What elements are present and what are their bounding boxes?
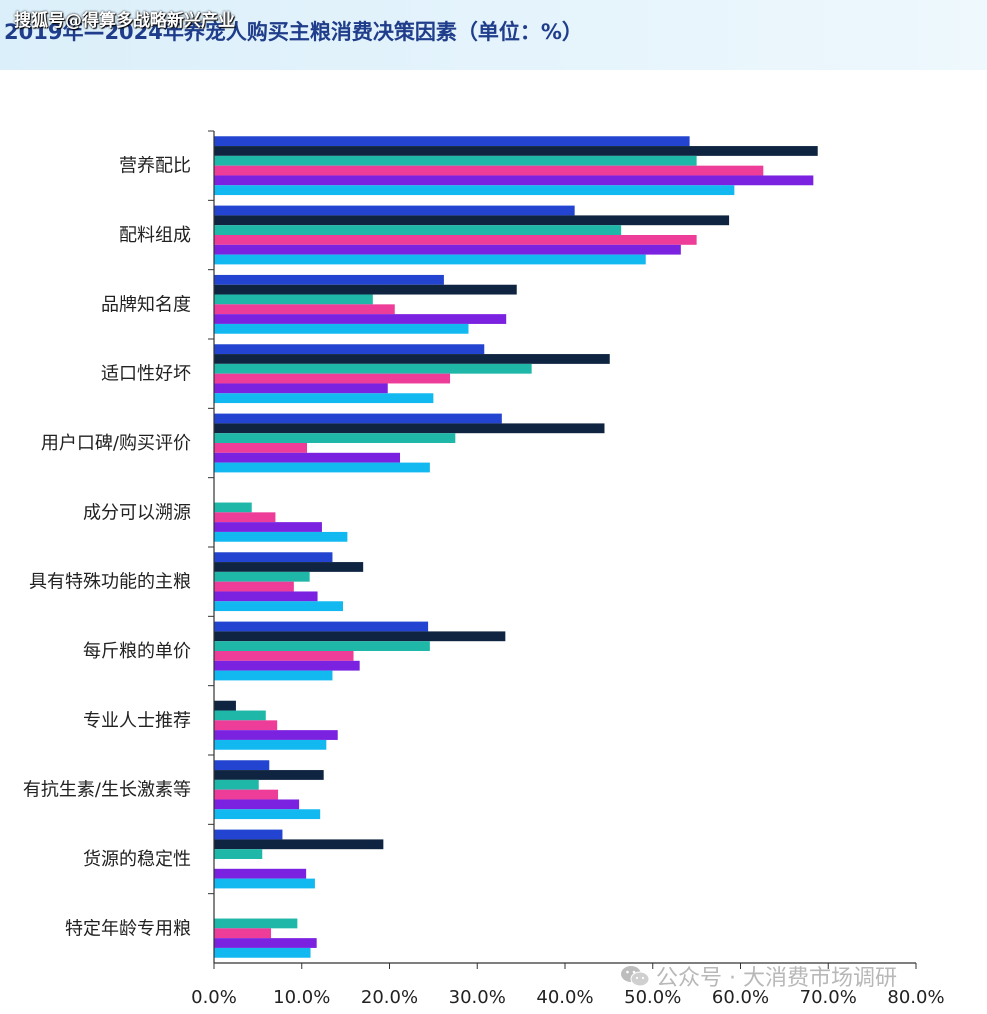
bar <box>214 641 430 651</box>
bar <box>214 720 278 731</box>
bar <box>214 363 532 374</box>
bar <box>214 244 681 255</box>
bar <box>214 383 388 394</box>
bar <box>214 443 308 453</box>
bar <box>214 146 818 156</box>
x-tick-label: 30.0% <box>449 987 506 1008</box>
category-label: 专业人士推荐 <box>83 710 191 731</box>
bar <box>214 522 322 532</box>
bar <box>214 918 298 929</box>
x-tick-label: 20.0% <box>361 987 418 1008</box>
source-watermark: 搜狐号@得算多战略新兴产业 <box>14 11 235 31</box>
bar <box>214 799 300 810</box>
bar <box>214 294 373 305</box>
bar <box>214 710 266 721</box>
bar <box>214 254 646 265</box>
bar <box>214 502 252 513</box>
bar <box>214 829 283 840</box>
bar <box>214 512 276 523</box>
bar <box>214 849 263 859</box>
bar <box>214 274 444 285</box>
chart-title: 2019年—2024年养宠人购买主粮消费决策因素（单位：%） <box>4 20 583 44</box>
x-tick-label: 0.0% <box>191 987 237 1008</box>
bar <box>214 304 395 315</box>
bar <box>214 581 294 592</box>
bar <box>214 562 364 572</box>
bar <box>214 621 429 632</box>
bar <box>214 413 502 424</box>
x-tick-label: 40.0% <box>536 987 593 1008</box>
title-band <box>0 0 987 70</box>
x-tick-label: 70.0% <box>800 987 857 1008</box>
x-tick-label: 10.0% <box>273 987 330 1008</box>
bar <box>214 225 622 235</box>
bar <box>214 165 764 176</box>
category-label: 品牌知名度 <box>101 294 191 315</box>
bar <box>214 700 236 711</box>
category-label: 特定年龄专用粮 <box>65 918 191 939</box>
x-tick-label: 50.0% <box>624 987 681 1008</box>
bar <box>214 185 735 196</box>
bar <box>214 591 318 602</box>
wechat-watermark: 公众号 · 大消费市场调研 <box>620 960 897 992</box>
bars-layer <box>214 136 818 958</box>
axes-layer <box>208 130 917 969</box>
bar <box>214 868 307 879</box>
bar <box>214 739 327 750</box>
bar <box>214 452 401 463</box>
bar <box>214 284 517 295</box>
bar <box>214 215 730 226</box>
x-tick-label: 80.0% <box>887 987 944 1008</box>
bar <box>214 938 317 948</box>
bar <box>214 760 270 771</box>
bar <box>214 373 451 384</box>
bar <box>214 433 456 443</box>
bar <box>214 809 321 820</box>
bar <box>214 770 324 780</box>
bar <box>214 789 279 800</box>
bar <box>214 423 605 434</box>
bar <box>214 155 697 166</box>
labels-layer: 营养配比配料组成品牌知名度适口性好坏用户口碑/购买评价成分可以溯源具有特殊功能的… <box>23 156 945 1008</box>
bar <box>214 839 384 850</box>
bar <box>214 552 333 563</box>
bar <box>214 660 360 671</box>
wechat-icon <box>621 966 650 987</box>
category-label: 每斤粮的单价 <box>83 641 191 662</box>
category-label: 配料组成 <box>119 225 191 246</box>
x-tick-label: 60.0% <box>712 987 769 1008</box>
bar <box>214 631 506 642</box>
category-label: 货源的稳定性 <box>83 849 191 870</box>
bar <box>214 878 315 889</box>
bar <box>214 730 338 740</box>
bar <box>214 462 430 473</box>
bar <box>214 779 259 790</box>
category-label: 营养配比 <box>119 156 191 177</box>
category-label: 适口性好坏 <box>101 364 191 385</box>
bar <box>214 136 690 147</box>
category-label: 用户口碑/购买评价 <box>41 433 191 454</box>
bar <box>214 670 333 681</box>
bar <box>214 323 469 334</box>
bar <box>214 344 485 355</box>
bar <box>214 601 343 612</box>
bar <box>214 205 575 216</box>
bar <box>214 354 610 364</box>
bar <box>214 235 697 245</box>
bar <box>214 571 310 582</box>
bar <box>214 928 272 939</box>
bar <box>214 947 311 958</box>
bar <box>214 314 507 324</box>
bar <box>214 531 348 542</box>
wechat-watermark-text: 公众号 · 大消费市场调研 <box>656 966 897 991</box>
bar <box>214 175 814 186</box>
category-label: 有抗生素/生长激素等 <box>23 780 191 801</box>
category-label: 具有特殊功能的主粮 <box>29 572 191 593</box>
bar <box>214 393 434 404</box>
category-label: 成分可以溯源 <box>83 502 191 523</box>
bar <box>214 651 354 661</box>
